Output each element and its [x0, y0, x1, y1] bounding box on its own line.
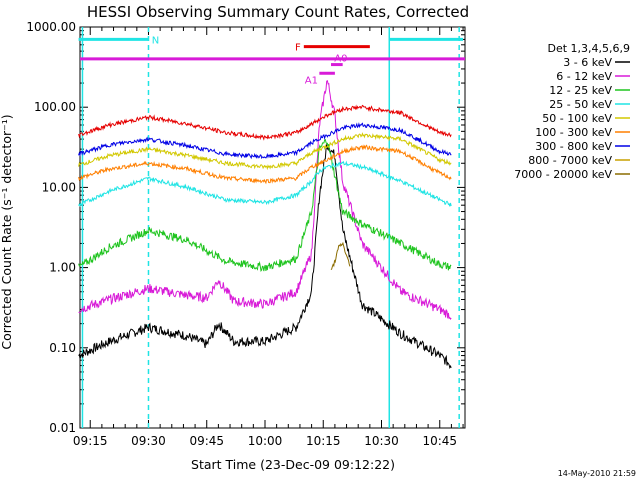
x-tick-label: 10:00 [248, 434, 283, 448]
series-line [330, 241, 351, 271]
plot-area: 0.01 0.10 1.00 10.00 100.00 1000.00 09:15 09:30… [26, 20, 466, 448]
legend-label: 800 - 7000 keV [528, 154, 612, 167]
series-line [78, 132, 452, 171]
x-tick-label: 09:45 [189, 434, 224, 448]
x-tick-label: 09:15 [73, 434, 108, 448]
x-tick-label: 10:15 [306, 434, 341, 448]
legend-label: 6 - 12 keV [556, 70, 612, 83]
y-tick-label: 1000.00 [26, 20, 76, 34]
y-tick-label: 100.00 [34, 100, 76, 114]
timestamp: 14-May-2010 21:59 [558, 469, 636, 478]
series-line [78, 144, 452, 185]
y-tick-label: 1.00 [49, 261, 76, 275]
legend-label: 50 - 100 keV [542, 112, 612, 125]
x-tick-label: 09:30 [131, 434, 166, 448]
series-line [78, 138, 452, 273]
legend-label: 12 - 25 keV [549, 84, 612, 97]
x-axis-label: Start Time (23-Dec-09 09:12:22) [191, 457, 395, 472]
y-axis-label: Corrected Count Rate (s⁻¹ detector⁻¹) [0, 114, 14, 349]
series-line [78, 144, 452, 370]
legend-label: 100 - 300 keV [535, 126, 612, 139]
series-line [78, 80, 452, 320]
annotation-label: A1 [305, 75, 318, 86]
legend-label: 300 - 800 keV [535, 140, 612, 153]
series-line [78, 160, 452, 208]
legend-label: 3 - 6 keV [563, 56, 612, 69]
annotation-label: F [295, 43, 301, 54]
chart-title: HESSI Observing Summary Count Rates, Cor… [87, 3, 469, 21]
series-line [78, 104, 452, 141]
y-tick-label: 0.01 [49, 421, 76, 435]
x-tick-label: 10:30 [364, 434, 399, 448]
series-line [78, 122, 452, 160]
y-tick-label: 10.00 [42, 180, 76, 194]
plot-frame [79, 26, 466, 429]
annotation-label: N [152, 35, 159, 46]
x-tick-label: 10:45 [422, 434, 457, 448]
y-tick-label: 0.10 [49, 341, 76, 355]
legend-label: 25 - 50 keV [549, 98, 612, 111]
annotation-label: A0 [334, 54, 347, 65]
legend-label: 7000 - 20000 keV [514, 168, 612, 181]
legend-title: Det 1,3,4,5,6,9 [547, 42, 630, 55]
